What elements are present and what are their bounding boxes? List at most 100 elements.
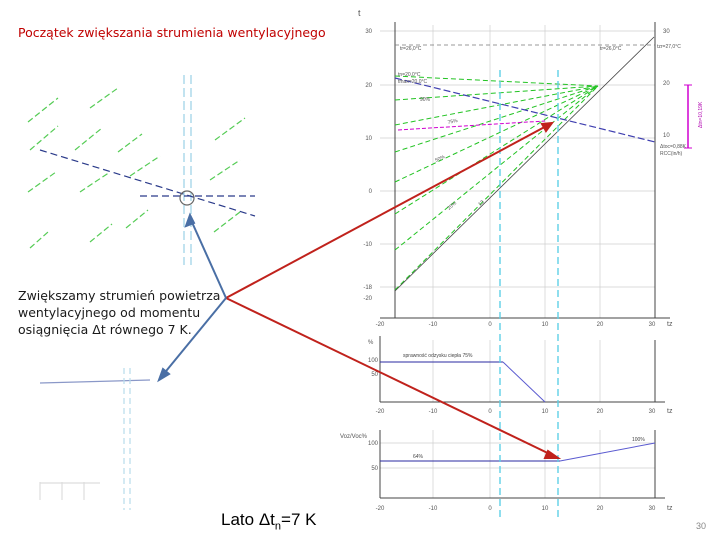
top-chart-x-label: tz	[667, 321, 673, 328]
blue-arrow-up	[190, 219, 227, 299]
y-tick: 50	[371, 372, 378, 378]
x-tick: 30	[649, 409, 656, 415]
y-tick: 50	[371, 466, 378, 472]
blue-arrow-down	[161, 297, 227, 377]
faded-blue-diagonal	[39, 149, 256, 217]
footer-delta: Δt	[258, 510, 275, 529]
bottom-rising-line	[559, 442, 656, 462]
y-tick: 30	[365, 29, 372, 35]
slide-title: Początek zwiększania strumienia wentylac…	[18, 25, 326, 40]
y-tick: 0	[369, 189, 373, 195]
y-tick: -18	[363, 285, 372, 291]
page-number: 30	[696, 521, 707, 531]
label-13: 13	[477, 199, 485, 207]
purple-dashed-line	[394, 77, 656, 143]
top-chart-grid	[380, 25, 655, 318]
faded-lower-line	[39, 379, 151, 384]
label-tmax: tmax=20,0°C	[398, 79, 427, 85]
y-tick: 10	[365, 136, 372, 142]
x-tick: -20	[376, 322, 385, 328]
x-tick: -20	[376, 506, 385, 512]
right-tick: 30	[663, 29, 670, 35]
label-tr-left: tr=26,0°C	[400, 46, 422, 52]
black-diagonal-line	[394, 36, 655, 292]
right-tick: 10	[663, 133, 670, 139]
footer-suffix: =7 K	[281, 510, 317, 529]
middle-chart-y-label: %	[368, 340, 374, 346]
label-25: 25%	[446, 200, 458, 211]
middle-chart: % 100 50 sprawność odzysku ciepła 75% -2…	[368, 336, 673, 415]
label-dtoc: Δtoc=0,88K	[660, 144, 687, 150]
bottom-chart-x-ticks: -20 -10 0 10 20 30	[376, 506, 656, 512]
bottom-chart: Voz/Voc% 100 50 64% 100% -20 -10 0 10 20…	[340, 430, 673, 512]
x-tick: -10	[429, 322, 438, 328]
middle-chart-x-label: tz	[667, 408, 673, 415]
label-75: 75%	[447, 118, 459, 126]
x-tick: -20	[376, 409, 385, 415]
x-tick: 20	[597, 506, 604, 512]
x-tick: -10	[429, 409, 438, 415]
bottom-label-64: 64%	[413, 454, 424, 460]
x-tick: 20	[597, 409, 604, 415]
x-tick: 20	[597, 322, 604, 328]
label-tn: tn=20,0°C	[398, 72, 421, 78]
blue-arrows	[157, 212, 227, 383]
y-tick: 100	[368, 358, 379, 364]
label-tzr: tzr=27,0°C	[657, 44, 681, 50]
bottom-chart-x-label: tz	[667, 505, 673, 512]
footer-sub: n	[274, 520, 282, 533]
middle-chart-y-ticks: 100 50	[368, 358, 379, 378]
x-tick: 10	[542, 322, 549, 328]
bottom-chart-y-ticks: 100 50	[368, 441, 379, 472]
top-chart-labels: tr=26,0°C tr=26,0°C tzr=27,0°C tn=20,0°C…	[398, 44, 704, 212]
top-chart-axis-title: t	[358, 8, 361, 18]
x-tick: -10	[429, 506, 438, 512]
faded-cyan-lines	[183, 75, 192, 265]
green-fan-lines	[394, 75, 599, 291]
bottom-label-100: 100%	[632, 437, 645, 443]
middle-chart-x-ticks: -20 -10 0 10 20 30	[376, 409, 656, 415]
magenta-dashed-line	[397, 120, 546, 131]
faded-ventilation-sketch	[27, 75, 256, 510]
footer-prefix: Lato	[221, 510, 259, 529]
x-tick: 0	[488, 322, 492, 328]
label-delta-tn: Δtn=10,19K	[698, 101, 704, 128]
y-tick: 20	[365, 83, 372, 89]
red-arrowhead-top	[540, 121, 555, 133]
top-chart-x-ticks: -20 -10 0 10 20 30	[376, 322, 656, 328]
faded-green-lines	[27, 87, 246, 249]
footer-delta-label: Lato Δtn=7 K	[221, 510, 316, 532]
red-arrow-to-top	[225, 122, 553, 299]
label-50: 50%	[434, 154, 446, 164]
red-arrow-to-bottom	[225, 297, 559, 459]
label-rcc: RCC(in/h)	[660, 151, 683, 157]
top-chart: t 30 20 10 0 -10 -18 -20 30 20 10 -20 -1…	[358, 8, 704, 328]
red-arrowhead-bottom	[543, 449, 562, 459]
slide-body-text: Zwiększamy strumień powietrza wentylacyj…	[18, 288, 221, 337]
faded-circle-marker	[179, 190, 195, 206]
top-chart-y-ticks: 30 20 10 0 -10 -18 -20	[363, 29, 372, 302]
bottom-chart-grid	[380, 430, 655, 498]
bottom-chart-y-label: Voz/Voc%	[340, 434, 368, 440]
y-tick: -20	[363, 296, 372, 302]
y-tick: -10	[363, 242, 372, 248]
middle-falling-line	[502, 361, 546, 403]
label-tr-right: tr=26,0°C	[600, 46, 622, 52]
x-tick: 30	[649, 506, 656, 512]
y-tick: 100	[368, 441, 379, 447]
top-chart-right-ticks: 30 20 10	[663, 29, 670, 139]
faded-bottom-axis	[39, 482, 100, 500]
x-tick: 10	[542, 409, 549, 415]
middle-box-label: sprawność odzysku ciepła 75%	[403, 353, 473, 359]
label-90: 90%	[420, 97, 431, 103]
x-tick: 0	[488, 506, 492, 512]
red-arrows	[225, 121, 562, 459]
x-tick: 10	[542, 506, 549, 512]
middle-chart-grid	[432, 340, 601, 402]
x-tick: 0	[488, 409, 492, 415]
cyan-marker-lines	[499, 70, 559, 520]
x-tick: 30	[649, 322, 656, 328]
right-tick: 20	[663, 81, 670, 87]
blue-arrowhead-up	[184, 212, 196, 228]
